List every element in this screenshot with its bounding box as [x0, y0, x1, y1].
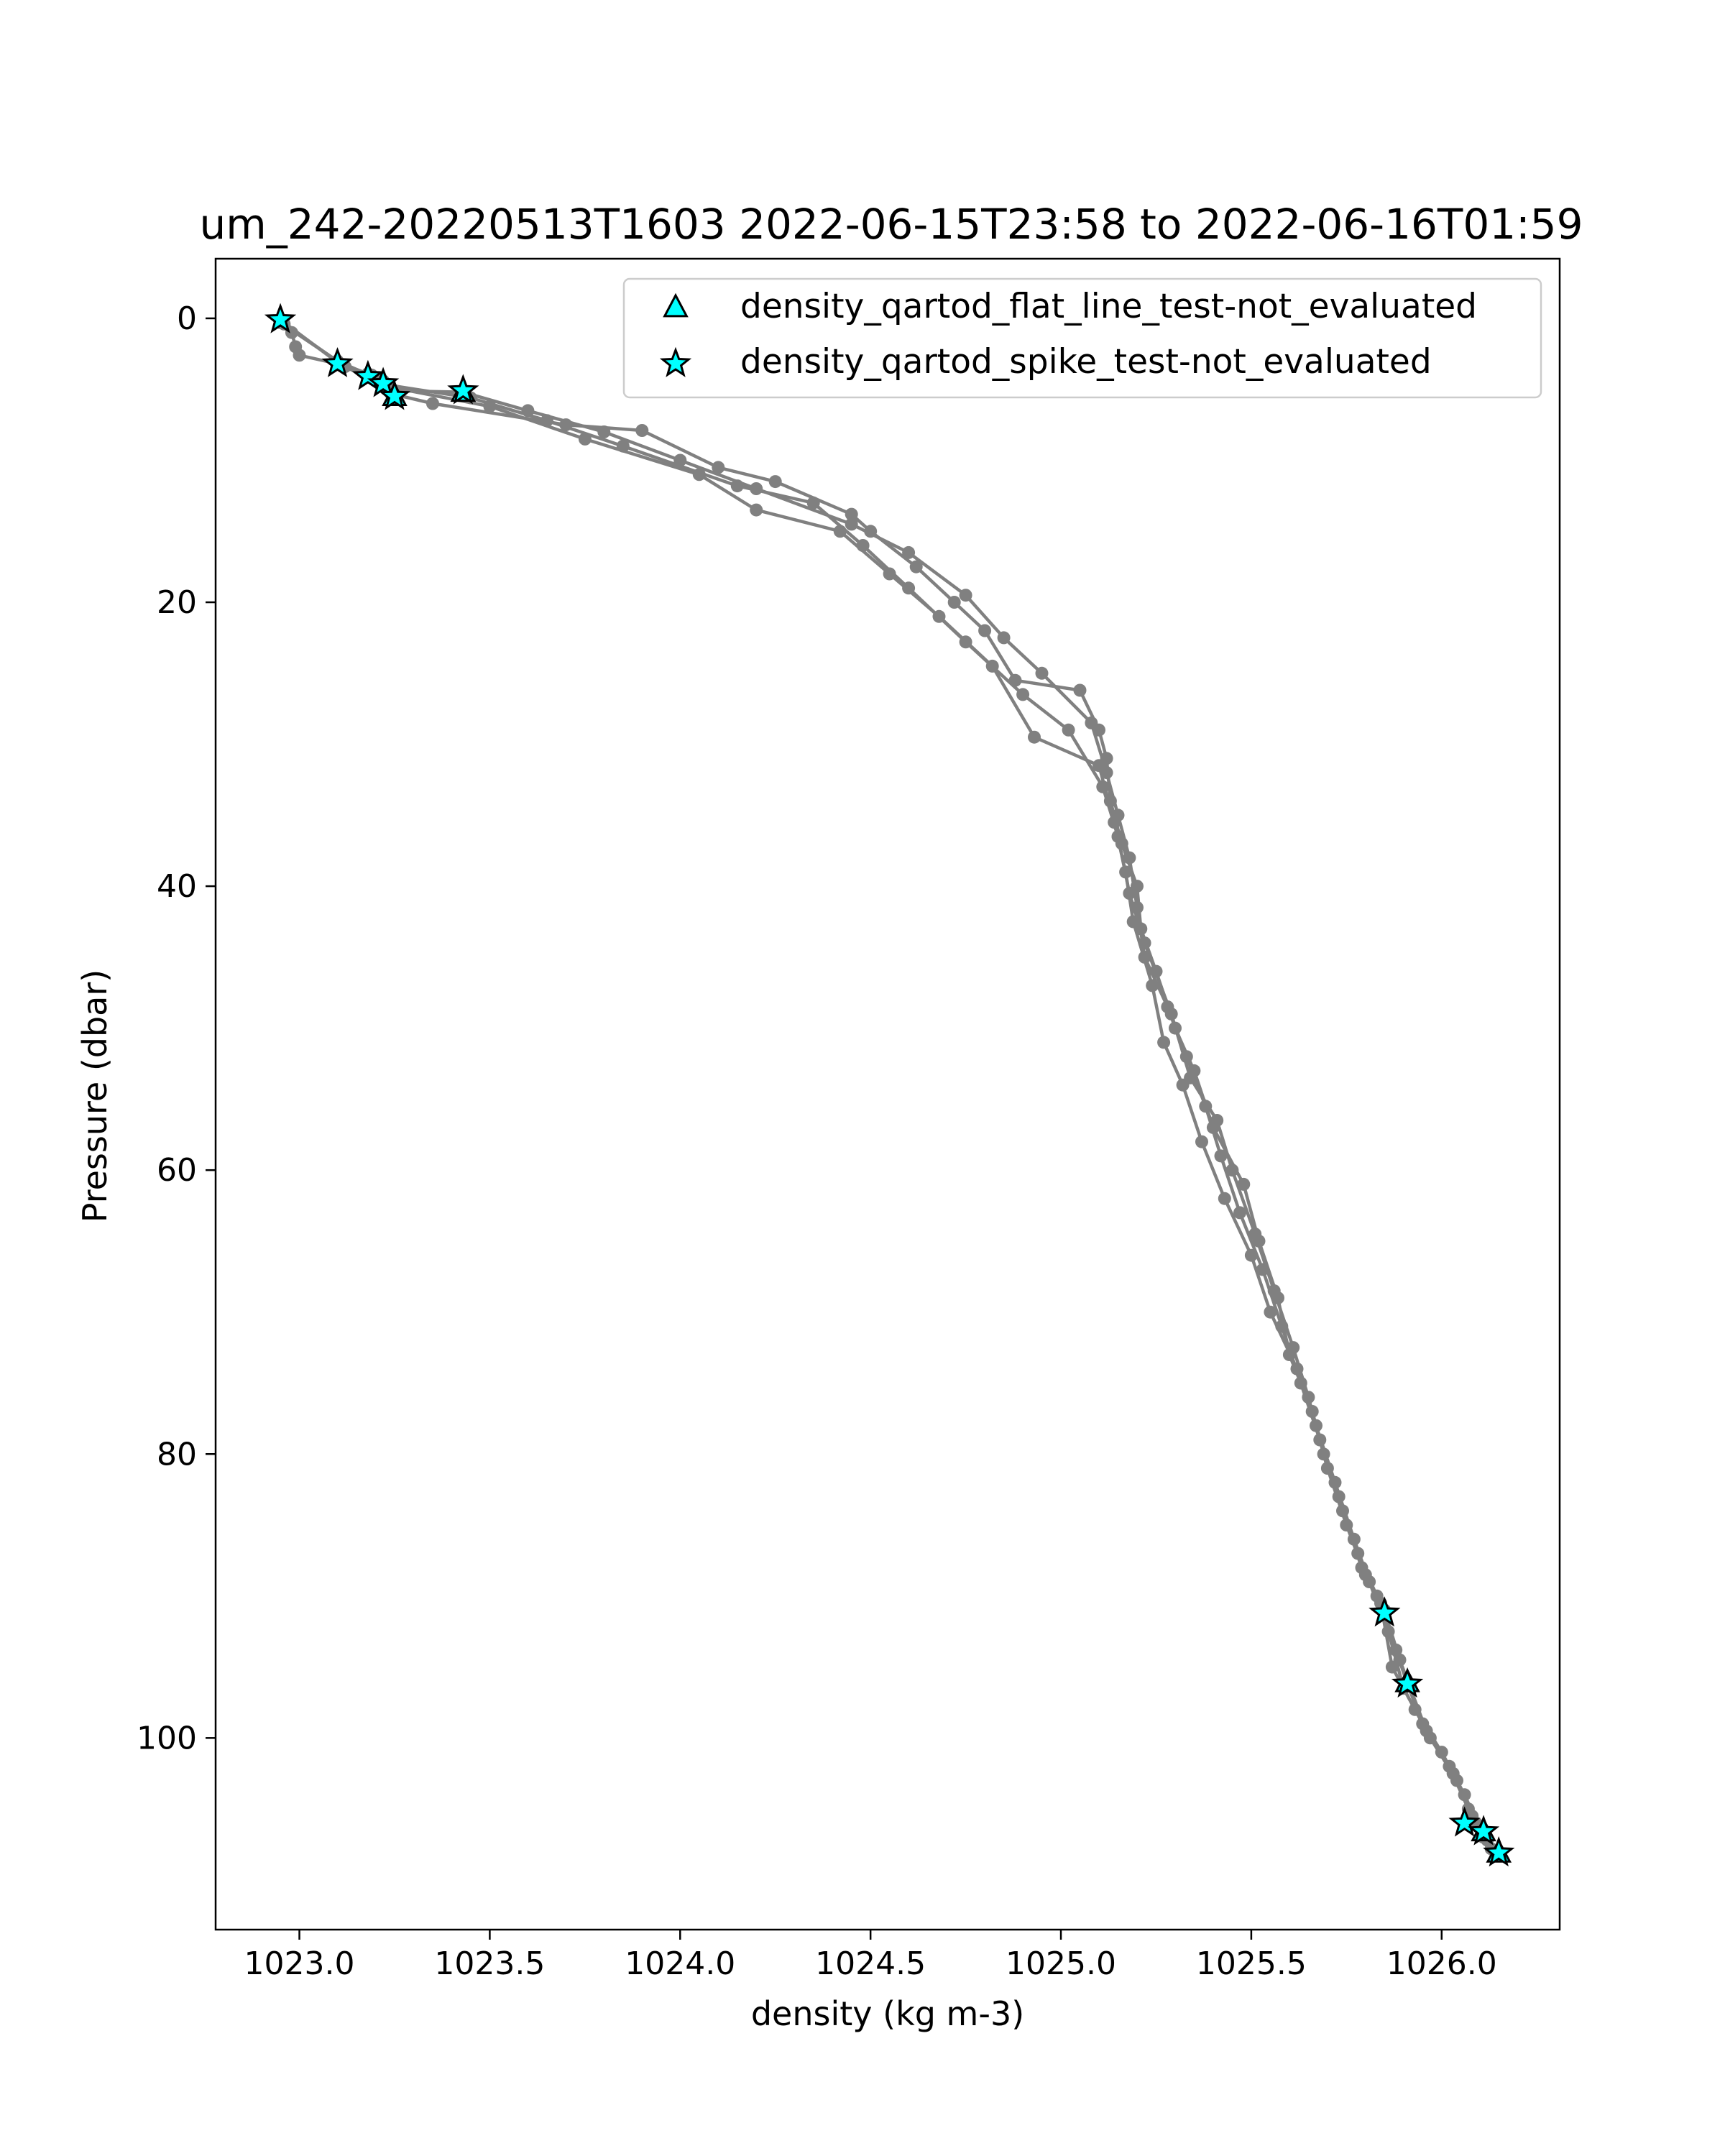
data-point: [902, 545, 916, 559]
legend: density_qartod_flat_line_test-not_evalua…: [622, 277, 1542, 399]
data-point: [1138, 936, 1151, 950]
spike-flag-marker: [1467, 1815, 1500, 1846]
x-tick-label: 1025.5: [1196, 1945, 1307, 1982]
data-point: [1336, 1504, 1349, 1518]
data-point: [540, 414, 553, 428]
data-point: [997, 631, 1011, 645]
x-axis-label: density (kg m-3): [751, 1994, 1024, 2033]
spike-flag-marker: [1483, 1835, 1515, 1867]
data-point: [1244, 1248, 1258, 1262]
data-point: [864, 525, 878, 538]
legend-star-marker: [659, 346, 692, 377]
legend-triangle-icon: [663, 292, 689, 318]
data-point: [426, 397, 439, 410]
spike-flag-marker: [351, 359, 385, 390]
data-point: [1035, 666, 1049, 680]
legend-box: [622, 277, 1542, 399]
profile-line-3: [283, 323, 1489, 1841]
data-point: [1237, 1177, 1251, 1191]
data-point: [1225, 1164, 1239, 1177]
plot-area: [264, 303, 1515, 1867]
data-point: [1302, 1391, 1315, 1404]
data-point: [947, 596, 961, 609]
data-point: [1287, 1341, 1300, 1355]
data-point: [1355, 1561, 1368, 1575]
data-point: [712, 461, 725, 474]
x-tick-label: 1024.0: [625, 1945, 735, 1982]
data-point: [1028, 730, 1041, 744]
data-point: [1184, 1071, 1197, 1084]
data-point: [730, 479, 744, 493]
data-point: [1317, 1447, 1330, 1461]
x-tick-label: 1025.0: [1006, 1945, 1116, 1982]
data-point: [1267, 1284, 1281, 1298]
x-axis: 1023.0 1023.5 1024.0 1024.5 1025.0 1025.5 1026…: [244, 1930, 1497, 1982]
data-point: [635, 424, 649, 437]
data-point: [1264, 1305, 1277, 1319]
data-point: [978, 624, 992, 637]
spike-flag-marker: [1448, 1806, 1481, 1837]
data-point: [750, 503, 763, 517]
data-point: [1210, 1114, 1224, 1127]
spike-flag-marker: [378, 379, 411, 410]
data-point: [845, 517, 858, 531]
legend-label-spike: density_qartod_spike_test-not_evaluated: [740, 342, 1432, 382]
legend-label-flat-line: density_qartod_flat_line_test-not_evalua…: [740, 287, 1477, 326]
data-point: [1195, 1135, 1208, 1148]
data-point: [845, 507, 858, 521]
y-tick-label: 0: [177, 300, 197, 337]
spike-flag-marker: [447, 374, 479, 405]
data-point: [1420, 1724, 1433, 1738]
data-point: [883, 567, 896, 581]
y-tick-label: 40: [157, 868, 197, 905]
data-point: [856, 539, 870, 552]
spike-flag-marker: [1368, 1596, 1401, 1627]
data-point: [1092, 759, 1105, 773]
data-point: [1111, 830, 1125, 843]
data-point: [1393, 1653, 1407, 1667]
y-axis: 0 20 40 60 80 100: [137, 300, 216, 1756]
data-point: [1062, 723, 1075, 737]
data-point: [1446, 1766, 1460, 1780]
spike-flag-marker: [367, 367, 400, 397]
data-point: [1164, 1007, 1178, 1021]
data-point: [1096, 780, 1110, 793]
data-point: [293, 349, 306, 362]
data-point: [616, 439, 630, 453]
legend-triangle-marker: [663, 292, 689, 318]
data-point: [902, 581, 916, 595]
data-point: [1157, 1036, 1171, 1049]
y-tick-label: 20: [157, 584, 197, 621]
data-point: [959, 635, 972, 649]
axes-frame: [214, 257, 1561, 1931]
data-point: [1214, 1149, 1228, 1163]
x-tick-label: 1024.5: [815, 1945, 926, 1982]
data-point: [1123, 887, 1136, 900]
data-point: [1248, 1227, 1262, 1241]
spike-flag-marker: [321, 346, 354, 377]
y-tick-label: 60: [157, 1152, 197, 1189]
legend-star-icon: [659, 346, 692, 377]
spike-flag-marker: [1391, 1667, 1424, 1698]
y-tick-label: 80: [157, 1436, 197, 1473]
y-tick-label: 100: [137, 1720, 197, 1756]
x-tick-label: 1026.0: [1386, 1945, 1497, 1982]
data-point: [768, 475, 782, 489]
y-axis-label: Pressure (dbar): [75, 969, 114, 1222]
data-point: [1218, 1192, 1231, 1205]
data-point: [1016, 688, 1030, 701]
data-point: [1073, 683, 1087, 697]
data-point: [1092, 723, 1105, 737]
x-tick-label: 1023.0: [244, 1945, 355, 1982]
x-tick-label: 1023.5: [434, 1945, 545, 1982]
data-point: [959, 589, 972, 602]
data-point: [806, 496, 820, 510]
spike-flag-marker: [264, 303, 297, 333]
chart-title: um_242-20220513T1603 2022-06-15T23:58 to…: [200, 200, 1583, 249]
data-point: [909, 560, 923, 573]
data-point: [1146, 979, 1159, 992]
data-point: [1233, 1206, 1246, 1220]
